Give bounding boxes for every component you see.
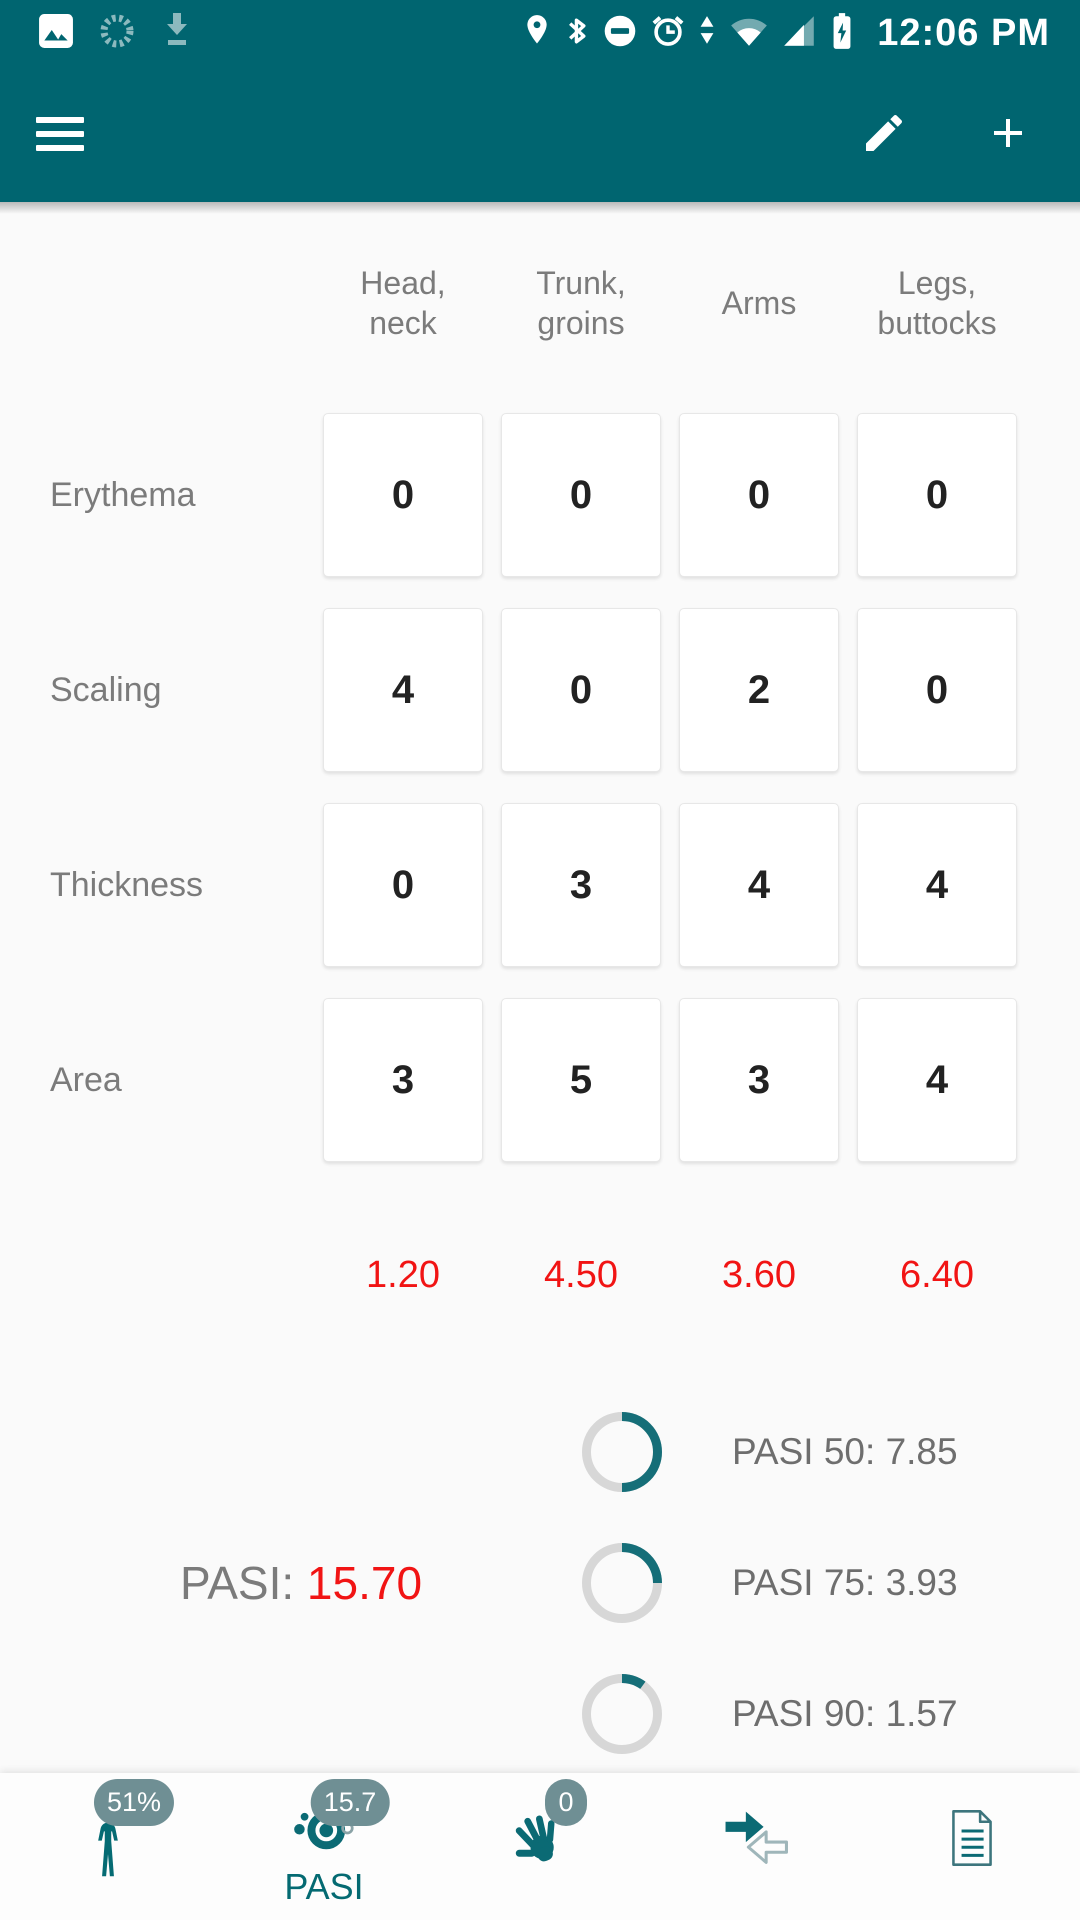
subtotal-value: 6.40 [900, 1254, 974, 1296]
menu-button[interactable] [36, 117, 84, 151]
body-badge: 51% [93, 1779, 175, 1826]
column-header-legs-buttocks: Legs, buttocks [877, 265, 997, 341]
score-cell[interactable]: 3 [679, 998, 839, 1162]
pasi-badge: 15.7 [310, 1779, 390, 1826]
status-time: 12:06 PM [877, 11, 1050, 54]
signal-icon [783, 15, 815, 52]
pasi50-row: PASI 50: 7.85 [582, 1412, 958, 1492]
score-cell[interactable]: 0 [323, 413, 483, 577]
row-label: Thickness [50, 865, 204, 904]
pasi50-progress-ring [582, 1412, 662, 1492]
pencil-icon [860, 109, 908, 160]
column-header-trunk-groins: Trunk, groins [536, 265, 626, 341]
screenshot-icon [38, 13, 74, 54]
wifi-icon [729, 15, 769, 52]
add-button[interactable] [984, 109, 1032, 160]
score-cell[interactable]: 0 [857, 608, 1017, 772]
score-cell[interactable]: 0 [323, 803, 483, 967]
pasi75-row: PASI 75: 3.93 [582, 1543, 958, 1623]
app-bar [0, 66, 1080, 202]
document-icon [948, 1809, 996, 1872]
pasi50-text: PASI 50: 7.85 [732, 1431, 958, 1472]
pasi-total-label: PASI: [179, 1557, 295, 1609]
column-header-head-neck: Head, neck [360, 265, 446, 341]
do-not-disturb-icon [603, 14, 637, 53]
app-bar-shadow [0, 202, 1080, 214]
subtotal-value: 3.60 [722, 1254, 796, 1296]
score-cell[interactable]: 3 [501, 803, 661, 967]
score-cell[interactable]: 0 [501, 608, 661, 772]
hand-icon [509, 1809, 571, 1876]
data-transfer-icon [699, 15, 715, 52]
bottom-nav: 51% 15.7 PASI 0 [0, 1773, 1080, 1920]
battery-icon [829, 11, 855, 56]
score-cell[interactable]: 0 [679, 413, 839, 577]
pasi75-text: PASI 75: 3.93 [732, 1562, 958, 1603]
subtotal-value: 4.50 [544, 1254, 618, 1296]
subtotal-row: 1.20 4.50 3.60 6.40 [0, 1254, 1080, 1297]
pasi75-progress-ring [582, 1543, 662, 1623]
pasi90-row: PASI 90: 1.57 [582, 1674, 958, 1754]
pasi-total: PASI: 15.70 [60, 1551, 542, 1615]
plus-icon [984, 109, 1032, 160]
nav-item-body-regions[interactable]: 51% [0, 1773, 216, 1920]
nav-item-hand[interactable]: 0 [432, 1773, 648, 1920]
nav-item-pasi[interactable]: 15.7 PASI [216, 1773, 432, 1920]
score-cell[interactable]: 4 [857, 998, 1017, 1162]
score-cell[interactable]: 5 [501, 998, 661, 1162]
sync-spinner-icon [98, 12, 136, 55]
table-row-thickness: Thickness 0 3 4 4 [0, 803, 1080, 967]
table-row-scaling: Scaling 4 0 2 0 [0, 608, 1080, 772]
row-label: Area [50, 1060, 122, 1099]
row-label: Erythema [50, 475, 196, 514]
location-icon [523, 14, 551, 53]
download-icon [160, 11, 194, 56]
table-row-erythema: Erythema 0 0 0 0 [0, 413, 1080, 577]
score-cell[interactable]: 0 [501, 413, 661, 577]
nav-label-pasi: PASI [284, 1866, 364, 1907]
summary-section: PASI: 15.70 PASI 50: 7.85 PASI 75: 3.93 … [0, 1392, 1080, 1782]
pasi90-progress-ring [582, 1674, 662, 1754]
column-header-arms: Arms [721, 285, 797, 321]
nav-item-report[interactable] [864, 1773, 1080, 1920]
hand-badge: 0 [545, 1779, 587, 1826]
compare-arrows-icon [723, 1809, 789, 1870]
subtotal-value: 1.20 [366, 1254, 440, 1296]
alarm-icon [651, 14, 685, 53]
score-cell[interactable]: 3 [323, 998, 483, 1162]
score-cell[interactable]: 4 [857, 803, 1017, 967]
pasi-total-value: 15.70 [306, 1557, 423, 1609]
score-cell[interactable]: 2 [679, 608, 839, 772]
table-row-area: Area 3 5 3 4 [0, 998, 1080, 1162]
status-bar: 12:06 PM [0, 0, 1080, 66]
row-label: Scaling [50, 670, 162, 709]
score-cell[interactable]: 0 [857, 413, 1017, 577]
bluetooth-icon [565, 14, 589, 53]
pasi90-text: PASI 90: 1.57 [732, 1693, 958, 1734]
score-cell[interactable]: 4 [679, 803, 839, 967]
nav-item-compare[interactable] [648, 1773, 864, 1920]
score-cell[interactable]: 4 [323, 608, 483, 772]
edit-button[interactable] [860, 109, 908, 160]
table-header: Head, neck Trunk, groins Arms Legs, butt… [0, 234, 1080, 372]
hamburger-icon [36, 117, 84, 151]
